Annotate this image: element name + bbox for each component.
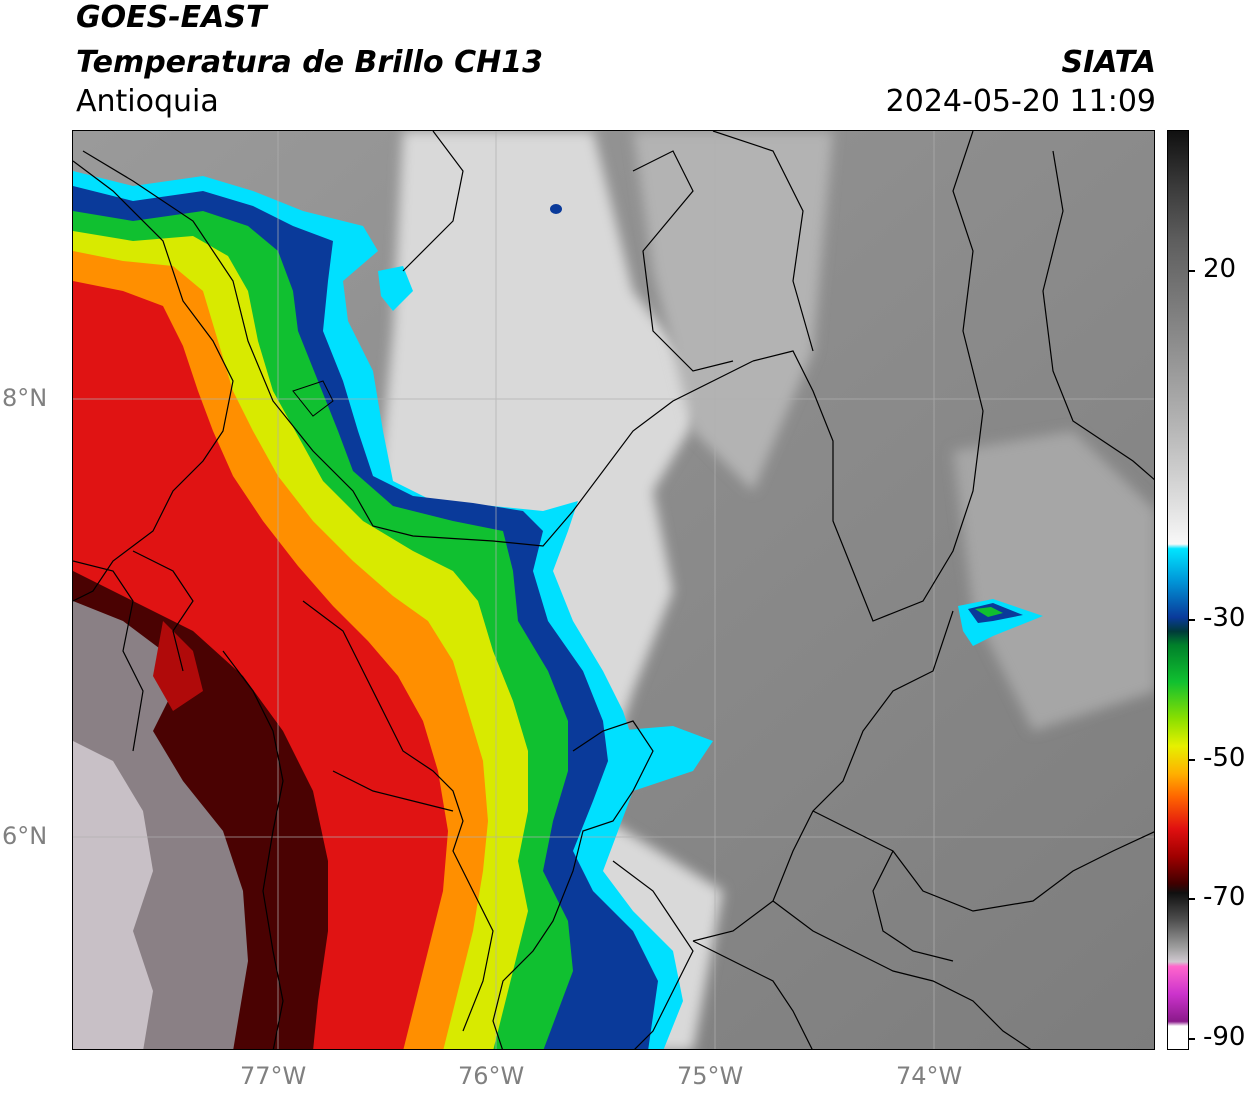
cell-north [550,204,562,214]
colorbar-label-minus90: -90 [1203,1022,1246,1052]
administrative-boundaries [73,131,1154,1049]
lat-tick-8n: 8°N [2,384,48,412]
figure-title-region: Antioquia [76,84,219,119]
lon-tick-74w: 74°W [896,1062,963,1090]
colorbar-tick-minus70 [1189,898,1195,900]
colorbar-label-minus30: -30 [1203,603,1246,633]
cloud-band-overshoot-light [73,741,153,1049]
coastline [73,160,234,602]
lon-tick-75w: 75°W [677,1062,744,1090]
colorbar-label-minus70: -70 [1203,882,1246,912]
coast-inlet [292,380,334,417]
cell-east-arm [613,726,713,771]
colorbar [1167,130,1189,1050]
cloud-core-red [153,621,203,711]
figure-datetime: 2024-05-20 11:09 [885,84,1156,119]
cell-east-green [975,607,1003,617]
cell-cyan-1 [378,266,413,311]
colorbar-tick-minus90 [1189,1038,1195,1040]
colorbar-label-20: 20 [1203,254,1237,284]
colorbar-tick-minus30 [1189,619,1195,621]
lon-tick-76w: 76°W [458,1062,525,1090]
figure-title-satellite: GOES-EAST [76,0,267,35]
brightness-temperature-map [73,131,1154,1049]
map-panel[interactable] [72,130,1155,1050]
lat-tick-6n: 6°N [2,822,48,850]
colorbar-tick-minus50 [1189,759,1195,761]
light-gray-area [953,431,1154,731]
figure-organization: SIATA [1061,45,1156,80]
figure-title-product: Temperatura de Brillo CH13 [76,45,543,80]
mid-gray-area [633,131,833,491]
lon-tick-77w: 77°W [240,1062,307,1090]
colorbar-label-minus50: -50 [1203,743,1246,773]
colorbar-tick-20 [1189,270,1195,272]
gridlines [73,131,1154,1049]
